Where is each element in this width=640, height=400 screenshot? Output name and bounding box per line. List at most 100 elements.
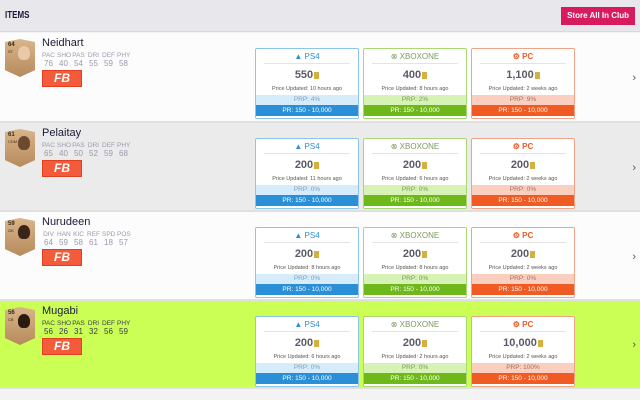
pc-price-range: PR: 150 - 10,000 bbox=[472, 105, 574, 116]
pc-price: 10,000 bbox=[472, 337, 574, 350]
ps4-prp: PRP: 0% bbox=[256, 274, 358, 284]
xbox-platform-label: ⊗ XBOXONE bbox=[372, 228, 458, 243]
player-row[interactable]: 59 GK Nurudeen DIV 64 HAN 59 KIC 58 REF 61 SPD 18 P… bbox=[0, 212, 640, 301]
player-row[interactable]: 64 ST Neidhart PAC 76 SHO 40 PAS 54 DRI 55 DEF 59 P… bbox=[0, 33, 640, 123]
pc-price-range: PR: 150 - 10,000 bbox=[472, 195, 574, 206]
pc-price: 200 bbox=[472, 248, 574, 261]
ps4-prp: PRP: 0% bbox=[256, 363, 358, 373]
coin-icon bbox=[530, 162, 536, 169]
player-row[interactable]: 61 CDM Pelaitay PAC 65 SHO 40 PAS 50 DRI 52 DEF 59… bbox=[0, 123, 640, 212]
xbox-prp: PRP: 0% bbox=[364, 363, 466, 373]
items-header: ITEMS Store All In Club bbox=[0, 0, 640, 32]
pc-platform-label: ⚙ PC bbox=[480, 228, 566, 243]
ps4-price-updated: Price Updated: 10 hours ago bbox=[271, 86, 343, 92]
pc-prp: PRP: 0% bbox=[472, 185, 574, 195]
xbox-price-card[interactable]: ⊗ XBOXONE 400 Price Updated: 8 hours ago… bbox=[363, 48, 467, 119]
pc-price-updated: Price Updated: 2 weeks ago bbox=[488, 86, 558, 92]
stat-sho: SHO 40 bbox=[57, 52, 72, 68]
xbox-price: 200 bbox=[364, 248, 466, 261]
ps4-price-card[interactable]: ▲ PS4 200 Price Updated: 8 hours ago PRP… bbox=[255, 227, 359, 298]
xbox-prp: PRP: 2% bbox=[364, 95, 466, 105]
pc-price-card[interactable]: ⚙ PC 200 Price Updated: 2 weeks ago PRP:… bbox=[471, 138, 575, 209]
stat-dri: DRI 52 bbox=[87, 142, 100, 158]
stat-pas: PAS 31 bbox=[72, 320, 85, 336]
xbox-price-card[interactable]: ⊗ XBOXONE 200 Price Updated: 6 hours ago… bbox=[363, 138, 467, 209]
chevron-right-icon[interactable]: › bbox=[632, 250, 636, 263]
coin-icon bbox=[314, 251, 320, 258]
pc-prp: PRP: 9% bbox=[472, 95, 574, 105]
pc-price-card[interactable]: ⚙ PC 10,000 Price Updated: 2 weeks ago P… bbox=[471, 316, 575, 387]
stat-han: HAN 59 bbox=[57, 231, 71, 247]
coin-icon bbox=[530, 251, 536, 258]
pc-logo-icon: ⚙ bbox=[512, 142, 520, 151]
xbox-price-updated: Price Updated: 8 hours ago bbox=[381, 86, 449, 92]
xbox-platform-label: ⊗ XBOXONE bbox=[372, 317, 458, 332]
store-all-in-club-button[interactable]: Store All In Club bbox=[561, 7, 635, 25]
ps4-price-updated: Price Updated: 8 hours ago bbox=[273, 265, 341, 271]
player-name: Neidhart bbox=[42, 37, 84, 49]
xbox-price-card[interactable]: ⊗ XBOXONE 200 Price Updated: 2 hours ago… bbox=[363, 316, 467, 387]
xbox-prp: PRP: 0% bbox=[364, 274, 466, 284]
coin-icon bbox=[314, 162, 320, 169]
coin-icon bbox=[422, 72, 428, 79]
ps4-price-card[interactable]: ▲ PS4 550 Price Updated: 10 hours ago PR… bbox=[255, 48, 359, 119]
player-name: Mugabi bbox=[42, 305, 79, 317]
stat-def: DEF 59 bbox=[102, 52, 115, 68]
pc-logo-icon: ⚙ bbox=[512, 320, 520, 329]
xbox-platform-label: ⊗ XBOXONE bbox=[372, 139, 458, 154]
xbox-logo-icon: ⊗ bbox=[390, 52, 398, 61]
pc-logo-icon: ⚙ bbox=[512, 52, 520, 61]
ps4-platform-label: ▲ PS4 bbox=[264, 228, 350, 243]
chevron-right-icon[interactable]: › bbox=[632, 161, 636, 174]
xbox-price-updated: Price Updated: 2 hours ago bbox=[381, 354, 449, 360]
player-stats: DIV 64 HAN 59 KIC 58 REF 61 SPD 18 POS 57 bbox=[42, 231, 131, 247]
ps4-price-updated: Price Updated: 11 hours ago bbox=[272, 176, 342, 182]
stat-dri: DRI 32 bbox=[87, 320, 100, 336]
pc-price-range: PR: 150 - 10,000 bbox=[472, 373, 574, 384]
stat-sho: SHO 40 bbox=[57, 142, 72, 158]
ps4-price-card[interactable]: ▲ PS4 200 Price Updated: 11 hours ago PR… bbox=[255, 138, 359, 209]
coin-icon bbox=[314, 72, 320, 79]
pc-price-range: PR: 150 - 10,000 bbox=[472, 284, 574, 295]
stat-phy: PHY 58 bbox=[117, 52, 131, 68]
futbin-button[interactable]: FB bbox=[42, 160, 82, 177]
ps4-price: 200 bbox=[256, 159, 358, 172]
player-row[interactable]: 56 CB Mugabi PAC 56 SHO 26 PAS 31 DRI 32 DEF 56 PHY… bbox=[0, 301, 640, 389]
stat-phy: PHY 59 bbox=[117, 320, 131, 336]
player-card-image: 64 ST bbox=[5, 39, 35, 77]
ps4-platform-label: ▲ PS4 bbox=[264, 49, 350, 64]
stat-spd: SPD 18 bbox=[102, 231, 116, 247]
chevron-right-icon[interactable]: › bbox=[632, 339, 636, 351]
xbox-price-card[interactable]: ⊗ XBOXONE 200 Price Updated: 8 hours ago… bbox=[363, 227, 467, 298]
xbox-price-range: PR: 150 - 10,000 bbox=[364, 373, 466, 384]
ps4-price: 550 bbox=[256, 69, 358, 82]
stat-pas: PAS 50 bbox=[72, 142, 85, 158]
xbox-price-range: PR: 150 - 10,000 bbox=[364, 284, 466, 295]
player-stats: PAC 76 SHO 40 PAS 54 DRI 55 DEF 59 PHY 58 bbox=[42, 52, 130, 68]
pc-logo-icon: ⚙ bbox=[512, 231, 520, 240]
player-card-image: 61 CDM bbox=[5, 129, 35, 167]
ps4-price-card[interactable]: ▲ PS4 200 Price Updated: 6 hours ago PRP… bbox=[255, 316, 359, 387]
player-card-image: 59 GK bbox=[5, 218, 35, 256]
ps4-logo-icon: ▲ bbox=[294, 142, 303, 151]
chevron-right-icon[interactable]: › bbox=[632, 72, 636, 84]
pc-prp: PRP: 100% bbox=[472, 363, 574, 373]
ps4-logo-icon: ▲ bbox=[294, 231, 303, 240]
coin-icon bbox=[422, 340, 428, 347]
stat-div: DIV 64 bbox=[43, 231, 54, 247]
player-card-image: 56 CB bbox=[5, 307, 35, 345]
pc-price-card[interactable]: ⚙ PC 200 Price Updated: 2 weeks ago PRP:… bbox=[471, 227, 575, 298]
pc-price-card[interactable]: ⚙ PC 1,100 Price Updated: 2 weeks ago PR… bbox=[471, 48, 575, 119]
stat-pac: PAC 56 bbox=[42, 320, 55, 336]
stat-def: DEF 59 bbox=[102, 142, 115, 158]
ps4-price-range: PR: 150 - 10,000 bbox=[256, 373, 358, 384]
futbin-button[interactable]: FB bbox=[42, 249, 82, 266]
futbin-button[interactable]: FB bbox=[42, 338, 82, 355]
page-title: ITEMS bbox=[5, 10, 30, 21]
coin-icon bbox=[537, 340, 543, 347]
stat-ref: REF 61 bbox=[87, 231, 100, 247]
coin-icon bbox=[422, 162, 428, 169]
ps4-logo-icon: ▲ bbox=[294, 320, 303, 329]
ps4-prp: PRP: 4% bbox=[256, 95, 358, 105]
futbin-button[interactable]: FB bbox=[42, 70, 82, 87]
